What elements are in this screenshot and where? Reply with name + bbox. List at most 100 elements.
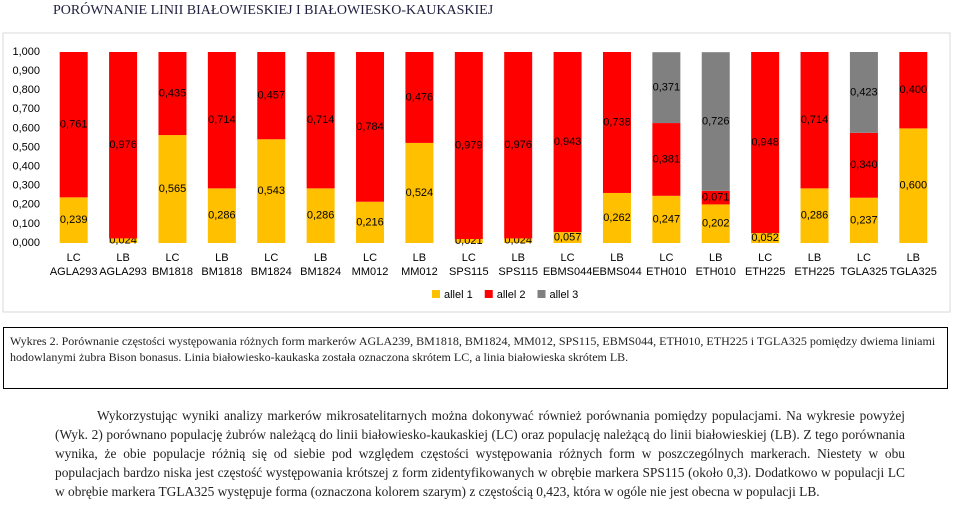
bar-segment xyxy=(59,52,88,198)
bar-segment xyxy=(701,204,730,243)
value-label: 0,247 xyxy=(653,213,681,225)
bar-segment xyxy=(652,123,681,196)
bar-segment xyxy=(59,197,88,243)
bar-segment xyxy=(405,142,434,243)
bar-segment xyxy=(504,52,533,239)
value-label: 0,976 xyxy=(504,139,532,151)
value-label: 0,262 xyxy=(603,212,631,224)
value-label: 0,600 xyxy=(900,180,928,192)
x-tick-label: SPS115 xyxy=(449,266,489,278)
x-tick-label: ETH010 xyxy=(696,266,736,278)
bar-segment xyxy=(751,233,780,243)
paragraph: Wykorzystując wyniki analizy markerów mi… xyxy=(55,408,905,499)
value-label: 0,286 xyxy=(307,210,335,222)
bar-segment xyxy=(109,52,138,239)
value-label: 0,726 xyxy=(702,115,730,127)
x-tick-label: LB xyxy=(511,252,524,264)
x-tick-label: LC xyxy=(462,252,476,264)
bar-segment xyxy=(356,52,385,202)
x-tick-label: BM1824 xyxy=(251,266,292,278)
y-tick-label: 0,100 xyxy=(12,218,40,230)
bar-segment xyxy=(652,52,681,124)
value-label: 0,565 xyxy=(159,183,187,195)
value-label: 0,371 xyxy=(653,82,681,94)
value-label: 0,457 xyxy=(257,90,285,102)
bar-segment xyxy=(553,52,582,233)
bar-segment xyxy=(306,188,335,243)
bar-segment xyxy=(751,52,780,234)
bar-segment xyxy=(849,132,878,198)
value-label: 0,381 xyxy=(653,153,681,165)
legend-label: allel 2 xyxy=(497,289,526,301)
value-label: 0,400 xyxy=(900,84,928,96)
x-tick-label: ETH225 xyxy=(794,266,834,278)
value-label: 0,237 xyxy=(850,214,878,226)
value-label: 0,714 xyxy=(801,114,829,126)
legend-swatch xyxy=(484,290,493,298)
y-tick-label: 0,700 xyxy=(12,103,40,115)
x-tick-label: LC xyxy=(659,252,673,264)
value-label: 0,216 xyxy=(356,216,384,228)
y-tick-label: 0,800 xyxy=(12,84,40,96)
value-label: 0,976 xyxy=(109,139,137,151)
bar-segment xyxy=(207,52,236,189)
x-tick-label: MM012 xyxy=(352,266,389,278)
heading: PORÓWNANIE LINII BIAŁOWIESKIEJ I BIAŁOWI… xyxy=(53,3,494,18)
x-tick-label: LC xyxy=(67,252,81,264)
bar-segment xyxy=(454,52,483,239)
bar-segment xyxy=(602,192,631,243)
x-tick-label: TGLA325 xyxy=(840,266,887,278)
x-tick-label: BM1818 xyxy=(201,266,242,278)
y-tick-label: 1,000 xyxy=(12,46,40,58)
value-label: 0,761 xyxy=(60,119,88,131)
bar-segment xyxy=(652,195,681,243)
y-tick-label: 0,400 xyxy=(12,161,40,173)
bar-segment xyxy=(849,197,878,243)
y-tick-label: 0,500 xyxy=(12,141,40,153)
bar-segment xyxy=(405,52,434,143)
bar-segment xyxy=(257,139,286,243)
x-tick-label: ETH010 xyxy=(646,266,686,278)
x-tick-label: LC xyxy=(264,252,278,264)
value-label: 0,738 xyxy=(603,116,631,128)
x-tick-label: LB xyxy=(215,252,228,264)
value-label: 0,202 xyxy=(702,218,730,230)
y-tick-label: 0,000 xyxy=(12,237,40,249)
value-label: 0,071 xyxy=(702,192,730,204)
bar-segment xyxy=(899,128,928,243)
y-tick-label: 0,600 xyxy=(12,122,40,134)
bar-segment xyxy=(701,190,730,205)
value-label: 0,435 xyxy=(159,87,187,99)
bar-segment xyxy=(454,238,483,243)
y-tick-label: 0,900 xyxy=(12,65,40,77)
x-tick-label: EBMS044 xyxy=(543,266,593,278)
x-tick-label: BM1818 xyxy=(152,266,193,278)
legend-label: allel 1 xyxy=(444,289,473,301)
bar-segment xyxy=(158,52,187,136)
value-label: 0,784 xyxy=(356,121,384,133)
value-label: 0,340 xyxy=(850,159,878,171)
x-tick-label: EBMS044 xyxy=(592,266,642,278)
x-tick-label: ETH225 xyxy=(745,266,785,278)
value-label: 0,943 xyxy=(554,136,582,148)
value-label: 0,524 xyxy=(406,187,434,199)
bar-segment xyxy=(109,238,138,243)
value-label: 0,286 xyxy=(208,210,236,222)
x-tick-label: LC xyxy=(758,252,772,264)
bar-segment xyxy=(849,52,878,133)
value-label: 0,239 xyxy=(60,214,88,226)
x-tick-label: AGLA293 xyxy=(50,266,98,278)
x-tick-label: TGLA325 xyxy=(890,266,937,278)
bar-segment xyxy=(356,201,385,243)
bar-segment xyxy=(800,52,829,189)
value-label: 0,052 xyxy=(751,232,779,244)
x-tick-label: AGLA293 xyxy=(99,266,147,278)
x-tick-label: LB xyxy=(808,252,821,264)
x-tick-label: LB xyxy=(116,252,129,264)
bar-segment xyxy=(257,52,286,140)
value-label: 0,948 xyxy=(751,136,779,148)
legend-swatch xyxy=(537,290,546,298)
x-tick-label: LC xyxy=(165,252,179,264)
x-tick-label: LC xyxy=(857,252,871,264)
bar-segment xyxy=(553,232,582,243)
